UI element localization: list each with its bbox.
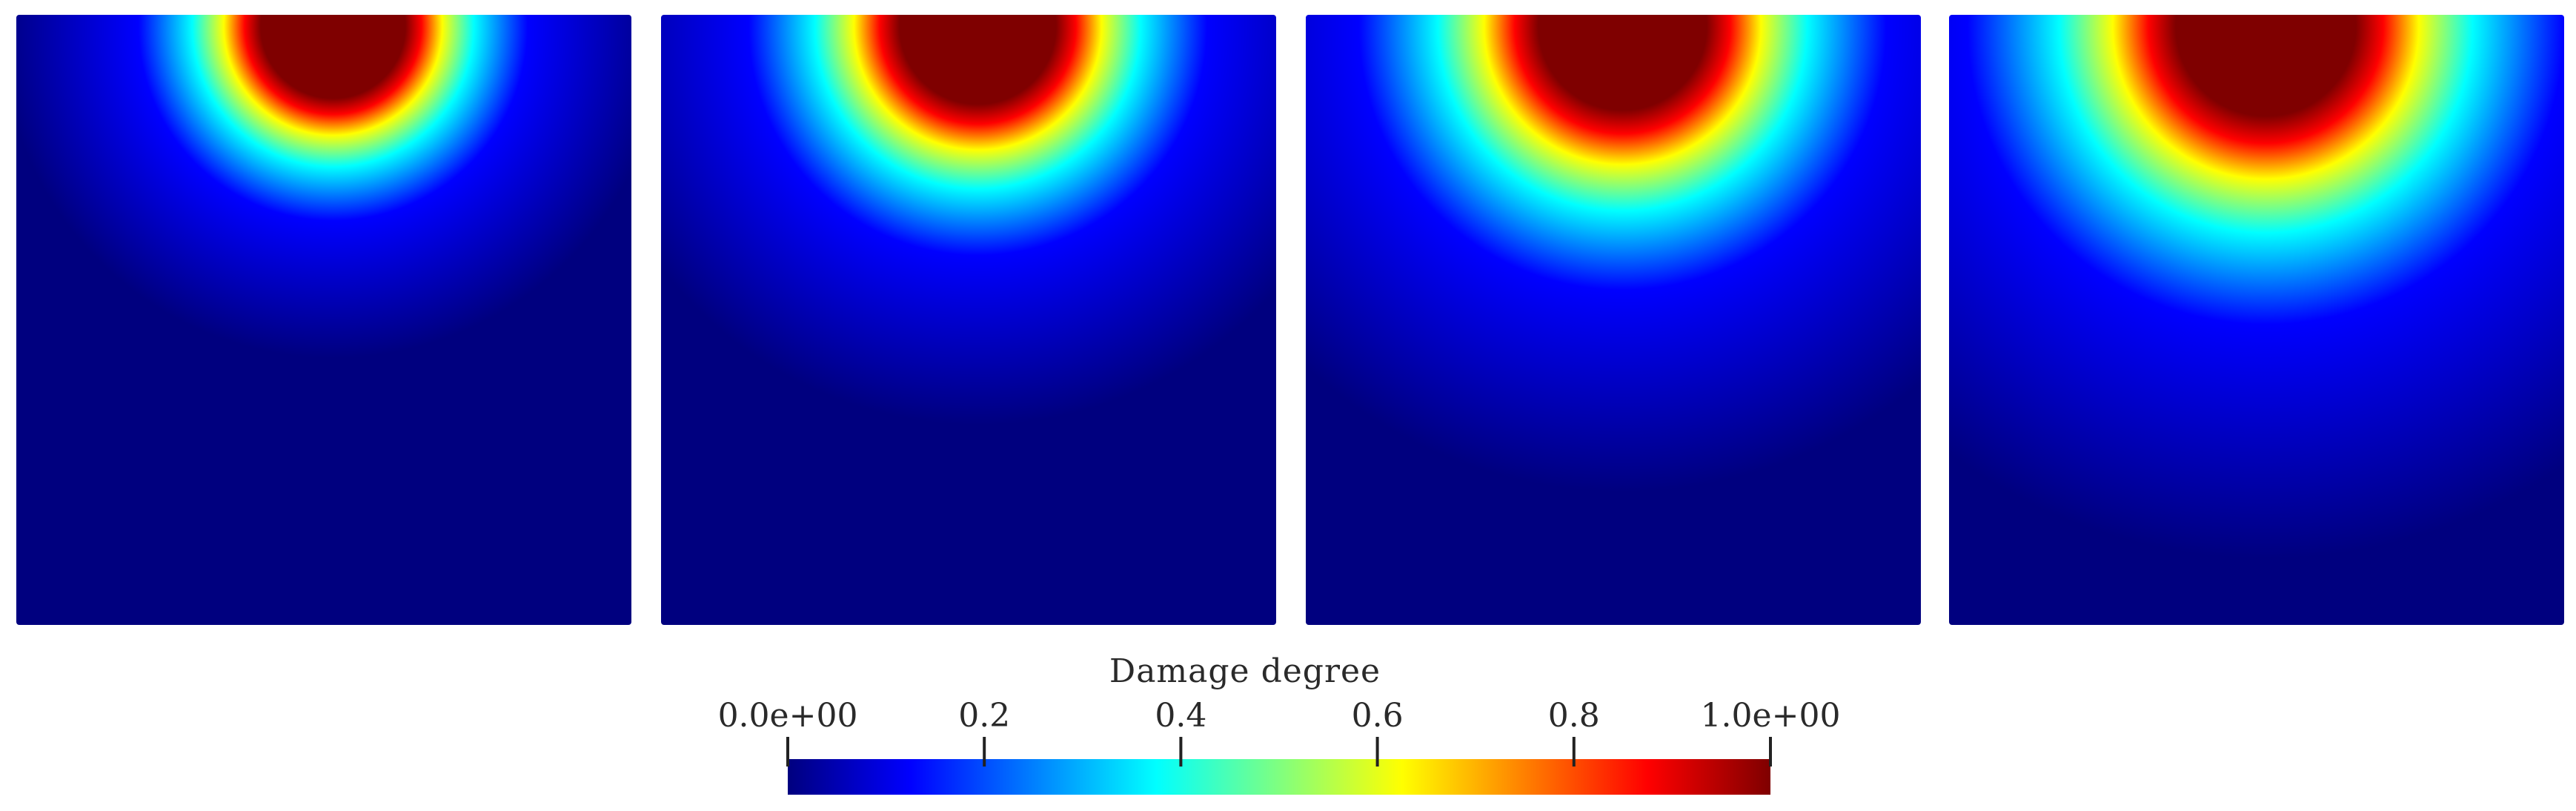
- damage-field-4: [1949, 15, 2564, 625]
- damage-field-fill-2: [661, 15, 1276, 625]
- damage-field-3: [1306, 15, 1921, 625]
- colorbar-title: Damage degree: [1109, 652, 1381, 690]
- colorbar-gradient: [788, 759, 1770, 795]
- damage-field-2: [661, 15, 1276, 625]
- damage-field-fill-4: [1949, 15, 2564, 625]
- damage-field-fill-3: [1306, 15, 1921, 625]
- damage-panel-3: [1306, 15, 1921, 625]
- damage-panel-2: [661, 15, 1276, 625]
- damage-field-1: [16, 15, 631, 625]
- damage-panel-4: [1949, 15, 2564, 625]
- damage-field-fill-1: [16, 15, 631, 625]
- damage-panel-1: [16, 15, 631, 625]
